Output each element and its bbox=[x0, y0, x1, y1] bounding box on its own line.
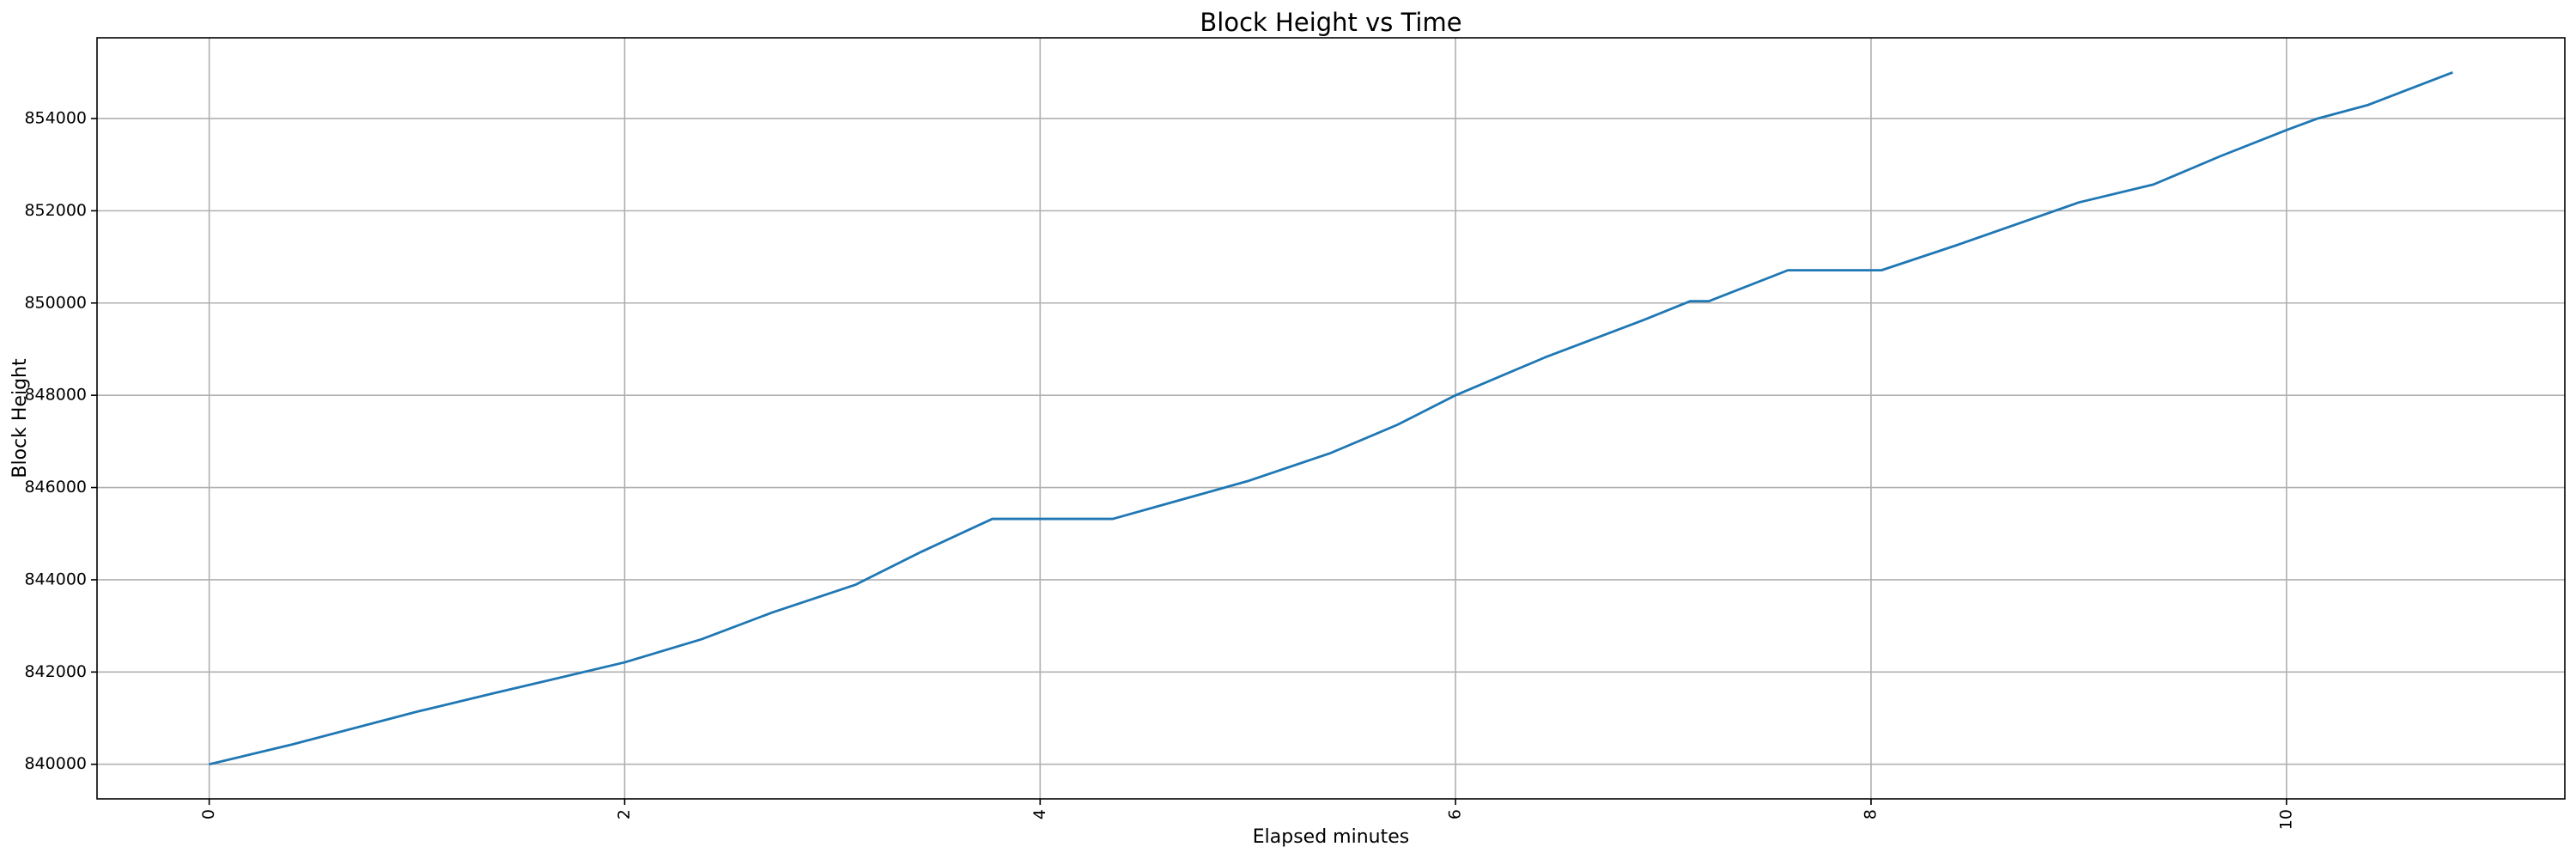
y-tick-label: 842000 bbox=[24, 662, 87, 681]
x-axis-label: Elapsed minutes bbox=[1253, 826, 1409, 848]
x-tick-label: 10 bbox=[2276, 809, 2295, 830]
y-tick-label: 840000 bbox=[24, 754, 87, 773]
y-tick-label: 844000 bbox=[24, 570, 87, 588]
x-tick-label: 0 bbox=[199, 809, 218, 819]
x-tick-label: 6 bbox=[1446, 809, 1465, 819]
x-tick-label: 2 bbox=[615, 809, 634, 819]
x-tick-label: 4 bbox=[1030, 809, 1049, 819]
y-tick-label: 850000 bbox=[24, 293, 87, 312]
chart-title: Block Height vs Time bbox=[1200, 8, 1461, 37]
x-tick-label: 8 bbox=[1861, 809, 1880, 819]
data-line bbox=[209, 70, 2453, 766]
y-tick-label: 846000 bbox=[24, 478, 87, 497]
y-tick-label: 852000 bbox=[24, 201, 87, 220]
plot-frame bbox=[96, 37, 2566, 800]
y-tick-label: 854000 bbox=[24, 108, 87, 127]
y-axis-label: Block Height bbox=[9, 358, 31, 478]
y-tick-label: 848000 bbox=[24, 386, 87, 405]
